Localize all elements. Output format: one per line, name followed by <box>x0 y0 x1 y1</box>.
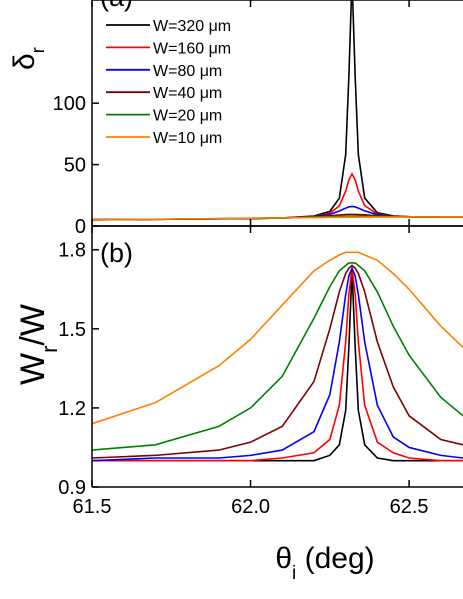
data-line <box>92 262 463 451</box>
y-tick-label: 50 <box>64 155 86 177</box>
data-line <box>92 270 463 462</box>
x-tick-label: 62.5 <box>390 496 429 518</box>
x-axis-label: θi (deg) <box>275 542 374 584</box>
plot-lines <box>92 251 463 462</box>
legend-label: W=10 μm <box>153 130 222 147</box>
legend-label: W=160 μm <box>153 40 231 57</box>
y-tick-label: 1.2 <box>58 398 86 420</box>
data-line <box>92 0 463 221</box>
data-line <box>92 266 463 462</box>
legend-label: W=80 μm <box>153 63 222 80</box>
y-axis-label: Wr/W <box>14 304 62 385</box>
x-tick-label: 62.0 <box>231 496 270 518</box>
data-line <box>92 268 463 462</box>
x-label-part: i <box>292 563 296 584</box>
panel-label: (b) <box>100 238 133 268</box>
y-tick-label: 1.8 <box>58 240 86 262</box>
y-label-part: δ <box>8 53 41 70</box>
x-tick-label: 61.5 <box>73 496 112 518</box>
legend-label: W=40 μm <box>153 85 222 102</box>
y-tick-label: 0 <box>75 216 86 238</box>
y-tick-label: 0.9 <box>58 477 86 499</box>
y-label-part: W <box>14 353 52 385</box>
y-tick-label: 1.5 <box>58 319 86 341</box>
panel-label: (a) <box>100 0 133 12</box>
data-line <box>92 251 463 425</box>
legend-label: W=20 μm <box>153 108 222 125</box>
data-line <box>92 264 463 459</box>
y-axis-label: δr <box>8 47 48 70</box>
data-line <box>92 172 463 221</box>
y-label-part: r <box>28 47 48 53</box>
legend-label: W=320 μm <box>153 18 231 35</box>
y-label-part: /W <box>14 304 52 346</box>
x-label-part: (deg) <box>296 542 374 575</box>
x-label-part: θ <box>275 542 292 575</box>
y-tick-label: 100 <box>53 93 86 115</box>
plot-lines <box>92 0 463 221</box>
y-label-part: r <box>37 346 62 353</box>
data-line <box>92 216 463 221</box>
